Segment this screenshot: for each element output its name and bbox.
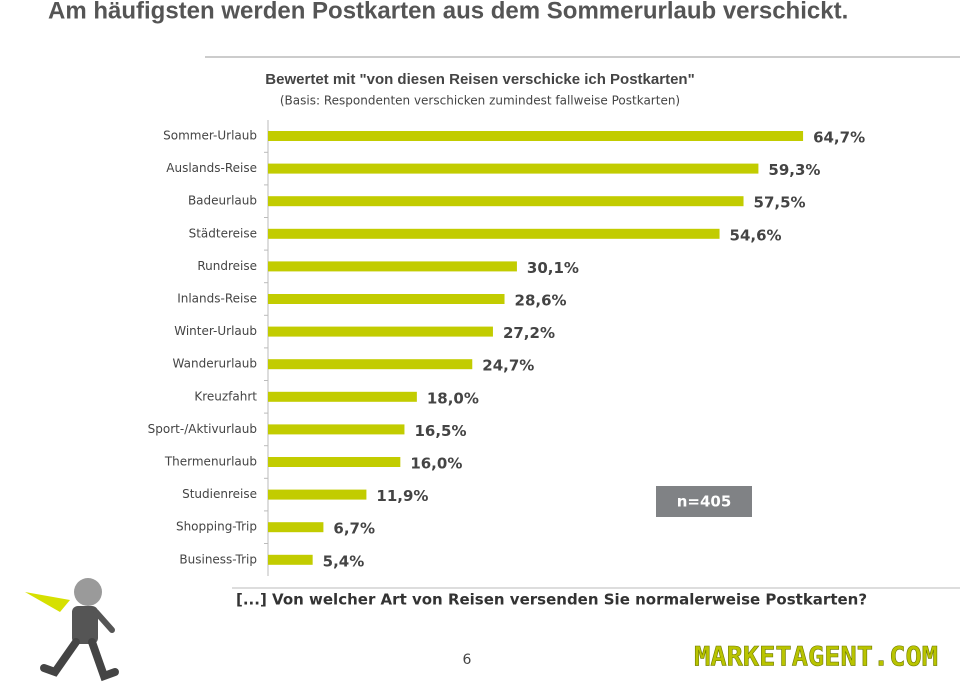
- category-label: Kreuzfahrt: [194, 389, 257, 403]
- value-label: 28,6%: [515, 292, 567, 310]
- value-label: 5,4%: [323, 552, 365, 570]
- bar: [268, 424, 405, 435]
- category-label: Sommer-Urlaub: [163, 129, 257, 143]
- category-label: Städtereise: [189, 226, 257, 240]
- sample-size: n=405: [677, 493, 732, 511]
- value-label: 57,5%: [754, 194, 806, 212]
- bar: [268, 554, 313, 565]
- category-label: Sport-/Aktivurlaub: [148, 422, 257, 436]
- logo: MARKETAGENT.COM: [694, 642, 938, 673]
- value-label: 30,1%: [527, 259, 579, 277]
- category-label: Inlands-Reise: [177, 292, 257, 306]
- chart-subtitle: (Basis: Respondenten verschicken zuminde…: [280, 94, 680, 108]
- bar: [268, 131, 804, 141]
- value-label: 18,0%: [427, 389, 479, 407]
- bar: [268, 261, 517, 272]
- value-label: 16,0%: [410, 455, 462, 473]
- bar: [268, 489, 367, 500]
- value-label: 64,7%: [813, 129, 865, 147]
- category-label: Auslands-Reise: [166, 161, 257, 175]
- value-label: 16,5%: [414, 422, 466, 440]
- category-label: Shopping-Trip: [176, 520, 257, 534]
- value-label: 11,9%: [376, 487, 428, 505]
- value-label: 6,7%: [333, 520, 375, 538]
- category-label: Business-Trip: [179, 552, 257, 566]
- bar: [268, 326, 493, 337]
- category-label: Winter-Urlaub: [174, 324, 257, 338]
- category-label: Studienreise: [182, 487, 257, 501]
- value-label: 59,3%: [768, 161, 820, 179]
- mascot: [25, 578, 119, 682]
- category-label: Wanderurlaub: [173, 357, 257, 371]
- bar: [268, 457, 401, 467]
- bar: [268, 163, 759, 174]
- slide-title: Am häufigsten werden Postkarten aus dem …: [48, 0, 848, 24]
- value-label: 24,7%: [482, 357, 534, 375]
- sample-box: [656, 486, 752, 517]
- bar: [268, 196, 744, 207]
- question: [...] Von welcher Art von Reisen versend…: [236, 591, 867, 609]
- value-label: 54,6%: [730, 226, 782, 244]
- bar: [268, 228, 720, 239]
- bar: [268, 522, 324, 533]
- category-label: Thermenurlaub: [164, 455, 257, 469]
- category-label: Badeurlaub: [188, 194, 257, 208]
- chart-title: Bewertet mit "von diesen Reisen verschic…: [265, 71, 694, 88]
- page-number: 6: [463, 652, 472, 668]
- bar: [268, 359, 473, 370]
- value-label: 27,2%: [503, 324, 555, 342]
- category-label: Rundreise: [197, 259, 257, 273]
- bar: [268, 294, 505, 304]
- bar: [268, 391, 417, 402]
